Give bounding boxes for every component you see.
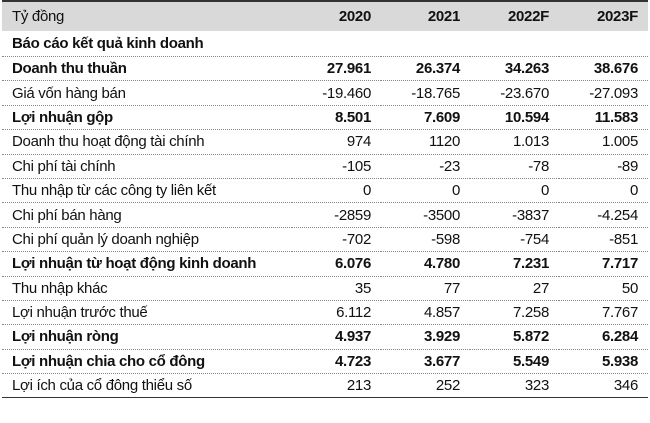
row-value: 7.231 xyxy=(470,251,559,277)
data-row: Lợi nhuận chia cho cổ đông 4.723 3.677 5.54… xyxy=(2,349,648,375)
data-row: Thu nhập khác 35 77 27 50 xyxy=(2,276,648,301)
unit-label: Tỷ đồng xyxy=(12,8,65,25)
row-value: 7.609 xyxy=(381,105,470,131)
row-value: 1.013 xyxy=(470,129,559,155)
row-value: 4.723 xyxy=(292,349,381,375)
row-value: 8.501 xyxy=(292,105,381,131)
year-header: 2021 xyxy=(427,8,460,25)
row-label: Doanh thu thuần xyxy=(2,56,292,82)
income-statement-table: Tỷ đồng 2020 2021 2022F 2023F Báo cáo kết qu… xyxy=(2,0,648,399)
row-label: Lợi nhuận chia cho cổ đông xyxy=(2,349,292,375)
data-row: Chi phí bán hàng -2859 -3500 -3837 -4.254 xyxy=(2,202,648,228)
row-value: 0 xyxy=(559,178,648,204)
row-label: Lợi nhuận trước thuế xyxy=(2,300,292,326)
row-value: 323 xyxy=(470,373,559,399)
row-value: -18.765 xyxy=(381,80,470,106)
row-value: -4.254 xyxy=(559,202,648,228)
row-value: 213 xyxy=(292,373,381,399)
row-value: 35 xyxy=(292,276,381,301)
year-header: 2022F xyxy=(507,8,549,25)
data-row: Lợi nhuận trước thuế 6.112 4.857 7.258 7.767 xyxy=(2,300,648,326)
header-row: Tỷ đồng 2020 2021 2022F 2023F xyxy=(2,1,648,31)
row-value: 6.284 xyxy=(559,324,648,350)
row-label: Chi phí bán hàng xyxy=(2,202,292,228)
row-value: 77 xyxy=(381,276,470,301)
table-header: Tỷ đồng 2020 2021 2022F 2023F xyxy=(2,1,648,31)
row-value: -754 xyxy=(470,227,559,253)
row-value: -2859 xyxy=(292,202,381,228)
data-row: Giá vốn hàng bán -19.460 -18.765 -23.670 -27… xyxy=(2,80,648,106)
data-row: Thu nhập từ các công ty liên kết 0 0 0 0 xyxy=(2,178,648,204)
row-value: 11.583 xyxy=(559,105,648,131)
row-value: 252 xyxy=(381,373,470,399)
row-value: 6.112 xyxy=(292,300,381,326)
row-value: -78 xyxy=(470,154,559,179)
year-header: 2023F xyxy=(596,8,638,25)
row-value: 4.937 xyxy=(292,324,381,350)
row-value: 346 xyxy=(559,373,648,399)
section-row: Báo cáo kết quả kinh doanh xyxy=(2,31,648,57)
row-label: Lợi ích của cổ đông thiểu số xyxy=(2,373,292,399)
row-value: 5.938 xyxy=(559,349,648,375)
row-value: 974 xyxy=(292,129,381,155)
row-value: 0 xyxy=(470,178,559,204)
row-label: Chi phí quản lý doanh nghiệp xyxy=(2,227,292,253)
row-value: 7.258 xyxy=(470,300,559,326)
data-row: Doanh thu thuần 27.961 26.374 34.263 38.676 xyxy=(2,56,648,82)
row-value: -23.670 xyxy=(470,80,559,106)
data-row: Lợi nhuận từ hoạt động kinh doanh 6.076 4.… xyxy=(2,251,648,277)
row-value: -3500 xyxy=(381,202,470,228)
row-value: -851 xyxy=(559,227,648,253)
row-value: 3.677 xyxy=(381,349,470,375)
row-value: 3.929 xyxy=(381,324,470,350)
row-value: 1120 xyxy=(381,129,470,155)
data-row: Lợi nhuận gộp 8.501 7.609 10.594 11.583 xyxy=(2,105,648,131)
row-label: Lợi nhuận gộp xyxy=(2,105,292,131)
row-value: 26.374 xyxy=(381,56,470,82)
row-label: Giá vốn hàng bán xyxy=(2,80,292,106)
row-label: Thu nhập từ các công ty liên kết xyxy=(2,178,292,204)
row-value: 27.961 xyxy=(292,56,381,82)
row-value: 38.676 xyxy=(559,56,648,82)
row-value: 34.263 xyxy=(470,56,559,82)
row-label: Thu nhập khác xyxy=(2,276,292,301)
row-value: 1.005 xyxy=(559,129,648,155)
row-label: Chi phí tài chính xyxy=(2,154,292,179)
row-value: 0 xyxy=(381,178,470,204)
row-value: -19.460 xyxy=(292,80,381,106)
row-value: -598 xyxy=(381,227,470,253)
row-value: 50 xyxy=(559,276,648,301)
row-value: 5.872 xyxy=(470,324,559,350)
table-body: Báo cáo kết quả kinh doanh Doanh thu thuầ… xyxy=(2,31,648,399)
row-value: -105 xyxy=(292,154,381,179)
row-value: 0 xyxy=(292,178,381,204)
data-row: Lợi nhuận ròng 4.937 3.929 5.872 6.284 xyxy=(2,324,648,350)
data-row: Doanh thu hoạt động tài chính 974 1120 1.01… xyxy=(2,129,648,155)
row-value: 10.594 xyxy=(470,105,559,131)
data-row: Chi phí tài chính -105 -23 -78 -89 xyxy=(2,154,648,179)
data-row: Chi phí quản lý doanh nghiệp -702 -598 -754… xyxy=(2,227,648,253)
row-value: -702 xyxy=(292,227,381,253)
row-value: 6.076 xyxy=(292,251,381,277)
row-label: Doanh thu hoạt động tài chính xyxy=(2,129,292,155)
row-label: Lợi nhuận ròng xyxy=(2,324,292,350)
year-header: 2020 xyxy=(338,8,371,25)
row-value: 7.767 xyxy=(559,300,648,326)
row-value: -3837 xyxy=(470,202,559,228)
row-value: -27.093 xyxy=(559,80,648,106)
row-value: 27 xyxy=(470,276,559,301)
row-value: 7.717 xyxy=(559,251,648,277)
row-value: 5.549 xyxy=(470,349,559,375)
row-value: 4.857 xyxy=(381,300,470,326)
row-value: 4.780 xyxy=(381,251,470,277)
section-title: Báo cáo kết quả kinh doanh xyxy=(2,31,648,57)
row-value: -89 xyxy=(559,154,648,179)
row-value: -23 xyxy=(381,154,470,179)
data-row: Lợi ích của cổ đông thiểu số 213 252 323 346 xyxy=(2,373,648,399)
row-label: Lợi nhuận từ hoạt động kinh doanh xyxy=(2,251,292,277)
